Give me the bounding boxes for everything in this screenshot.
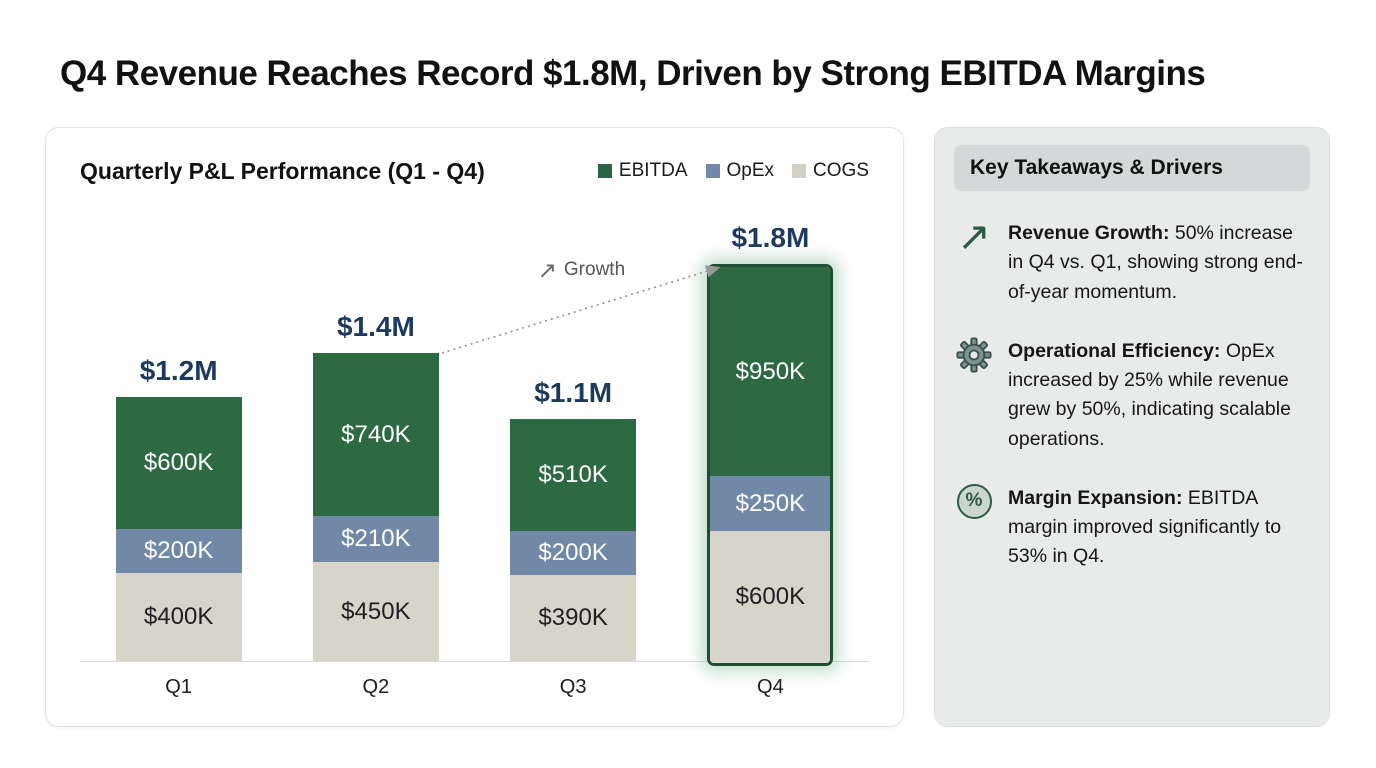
ebitda-swatch-icon — [597, 164, 612, 178]
segment-ebitda: $510K — [510, 419, 637, 531]
legend-item-cogs: COGS — [792, 160, 869, 182]
chart-title: Quarterly P&L Performance (Q1 - Q4) — [80, 157, 485, 184]
segment-opex: $210K — [312, 516, 439, 562]
chart-header: Quarterly P&L Performance (Q1 - Q4) EBIT… — [80, 154, 869, 188]
segment-opex: $250K — [710, 476, 831, 531]
segment-cogs: $400K — [115, 573, 242, 661]
takeaway-list: ↗ Revenue Growth: 50% increase in Q4 vs.… — [954, 215, 1310, 572]
bar-q4-highlighted: $950K $250K $600K — [707, 264, 834, 666]
legend-label: OpEx — [726, 160, 775, 181]
takeaway-operational-efficiency: Operational Efficiency: OpEx increased b… — [954, 337, 1310, 454]
segment-opex: $200K — [115, 529, 242, 573]
gear-icon — [954, 337, 994, 454]
trend-up-arrow-icon: ↗ — [957, 215, 991, 259]
bar-total-q3: $1.1M — [534, 377, 613, 408]
bar-total-q2: $1.4M — [336, 311, 415, 342]
bar-column-q4: $1.8M $950K $250K $600K — [672, 222, 869, 666]
growth-annotation-text: Growth — [563, 259, 626, 280]
segment-opex: $200K — [510, 531, 637, 575]
takeaway-text: Operational Efficiency: OpEx increased b… — [1008, 339, 1291, 450]
x-label-q3: Q3 — [559, 676, 587, 698]
cogs-swatch-icon — [792, 164, 807, 178]
segment-ebitda: $740K — [312, 353, 439, 516]
x-label-q4: Q4 — [757, 676, 784, 698]
growth-annotation: ↗ Growth — [537, 256, 626, 283]
bar-total-q4: $1.8M — [731, 222, 810, 253]
bar-total-q1: $1.2M — [139, 355, 218, 386]
legend-label: COGS — [813, 160, 869, 181]
segment-cogs: $450K — [312, 562, 439, 661]
segment-cogs: $600K — [710, 531, 831, 663]
takeaway-revenue-growth: ↗ Revenue Growth: 50% increase in Q4 vs.… — [954, 215, 1310, 307]
chart-card: Quarterly P&L Performance (Q1 - Q4) EBIT… — [45, 127, 904, 727]
x-label-q2: Q2 — [362, 676, 390, 698]
growth-arrow-icon: ↗ — [537, 256, 557, 283]
takeaway-text: Revenue Growth: 50% increase in Q4 vs. Q… — [1008, 222, 1303, 303]
segment-cogs: $390K — [510, 575, 637, 661]
page-title: Q4 Revenue Reaches Record $1.8M, Driven … — [60, 54, 1206, 93]
bar-q2: $740K $210K $450K — [312, 353, 439, 661]
segment-ebitda: $950K — [710, 267, 831, 476]
chart-legend: EBITDA OpEx COGS — [597, 160, 869, 182]
plot-area: ↗ Growth $1.2M $600K $200K $400K $1.4M — [80, 194, 869, 666]
segment-ebitda: $600K — [115, 397, 242, 529]
takeaways-header: Key Takeaways & Drivers — [954, 145, 1310, 191]
legend-label: EBITDA — [618, 160, 688, 181]
takeaway-text: Margin Expansion: EBITDA margin improved… — [1008, 486, 1282, 568]
bar-column-q1: $1.2M $600K $200K $400K — [80, 355, 277, 661]
opex-swatch-icon — [705, 164, 720, 178]
x-label-q1: Q1 — [165, 676, 192, 698]
bar-q3: $510K $200K $390K — [510, 419, 637, 661]
percent-circle-icon: % — [954, 483, 994, 572]
bar-column-q3: $1.1M $510K $200K $390K — [475, 377, 672, 661]
takeaway-margin-expansion: % Margin Expansion: EBITDA margin improv… — [954, 483, 1310, 572]
takeaways-panel: Key Takeaways & Drivers ↗ Revenue Growth… — [934, 127, 1330, 727]
legend-item-ebitda: EBITDA — [597, 160, 688, 182]
legend-item-opex: OpEx — [705, 160, 775, 182]
content-row: Quarterly P&L Performance (Q1 - Q4) EBIT… — [45, 127, 1330, 727]
bar-column-q2: $1.4M $740K $210K $450K — [277, 311, 474, 661]
bar-q1: $600K $200K $400K — [115, 397, 242, 661]
x-axis-labels: Q1 Q2 Q3 Q4 — [80, 662, 869, 712]
